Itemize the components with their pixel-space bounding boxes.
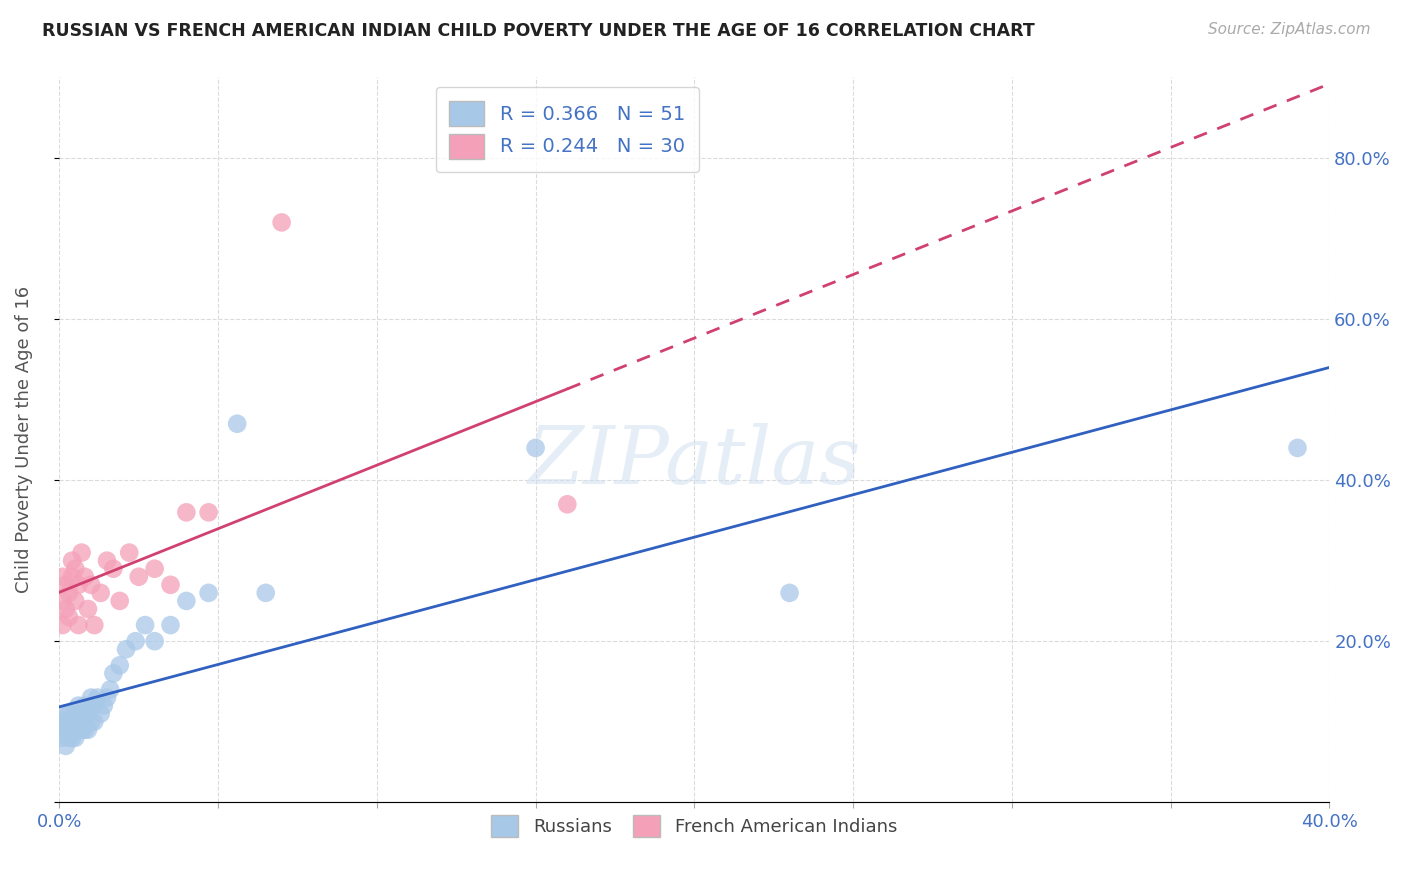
Point (51, 731, 73, 745)
Point (58, 610, 80, 624)
Text: Source: ZipAtlas.com: Source: ZipAtlas.com (1208, 22, 1371, 37)
Point (103, 666, 125, 681)
Point (159, 618, 181, 632)
Point (58, 723, 80, 737)
Point (98, 682, 121, 697)
Point (73, 723, 96, 737)
Point (197, 505, 219, 519)
Point (83, 698, 105, 713)
Point (524, 441, 547, 455)
Point (58, 586, 80, 600)
Point (143, 634, 166, 648)
Point (108, 594, 131, 608)
Point (73, 570, 96, 584)
Point (73, 698, 96, 713)
Point (55, 723, 77, 737)
Point (115, 642, 138, 657)
Text: ZIPatlas: ZIPatlas (527, 423, 860, 500)
Point (70, 714, 93, 729)
Point (197, 586, 219, 600)
Point (55, 706, 77, 721)
Point (55, 739, 77, 753)
Point (60, 554, 83, 568)
Point (73, 714, 96, 729)
Point (67, 714, 90, 729)
Point (67, 578, 90, 592)
Point (55, 578, 77, 592)
Point (80, 714, 103, 729)
Point (557, 497, 579, 511)
Point (51, 714, 73, 729)
Point (254, 586, 277, 600)
Point (51, 723, 73, 737)
Point (134, 618, 156, 632)
Point (70, 723, 93, 737)
Point (779, 586, 801, 600)
Point (70, 706, 93, 721)
Point (55, 714, 77, 729)
Point (270, 215, 292, 229)
Point (90, 706, 112, 721)
Point (80, 578, 103, 592)
Point (176, 505, 198, 519)
Point (65, 562, 87, 576)
Point (58, 706, 80, 721)
Point (96, 554, 118, 568)
Point (51, 570, 73, 584)
Point (65, 723, 87, 737)
Point (108, 658, 131, 673)
Point (226, 417, 249, 431)
Point (1286, 441, 1309, 455)
Legend: Russians, French American Indians: Russians, French American Indians (484, 807, 904, 844)
Point (103, 562, 125, 576)
Text: RUSSIAN VS FRENCH AMERICAN INDIAN CHILD POVERTY UNDER THE AGE OF 16 CORRELATION : RUSSIAN VS FRENCH AMERICAN INDIAN CHILD … (42, 22, 1035, 40)
Point (65, 706, 87, 721)
Point (60, 714, 83, 729)
Point (77, 723, 100, 737)
Point (67, 698, 90, 713)
Point (70, 546, 93, 560)
Point (80, 690, 103, 705)
Point (60, 731, 83, 745)
Point (176, 594, 198, 608)
Point (159, 578, 181, 592)
Point (93, 698, 115, 713)
Point (67, 723, 90, 737)
Point (65, 731, 87, 745)
Point (86, 690, 108, 705)
Point (55, 602, 77, 616)
Y-axis label: Child Poverty Under the Age of 16: Child Poverty Under the Age of 16 (15, 286, 32, 593)
Point (77, 602, 100, 616)
Point (58, 731, 80, 745)
Point (83, 714, 105, 729)
Point (77, 706, 100, 721)
Point (51, 618, 73, 632)
Point (60, 723, 83, 737)
Point (60, 570, 83, 584)
Point (128, 570, 150, 584)
Point (51, 594, 73, 608)
Point (83, 618, 105, 632)
Point (96, 690, 118, 705)
Point (90, 586, 112, 600)
Point (58, 714, 80, 729)
Point (65, 594, 87, 608)
Point (118, 546, 141, 560)
Point (143, 562, 166, 576)
Point (67, 618, 90, 632)
Point (124, 634, 146, 648)
